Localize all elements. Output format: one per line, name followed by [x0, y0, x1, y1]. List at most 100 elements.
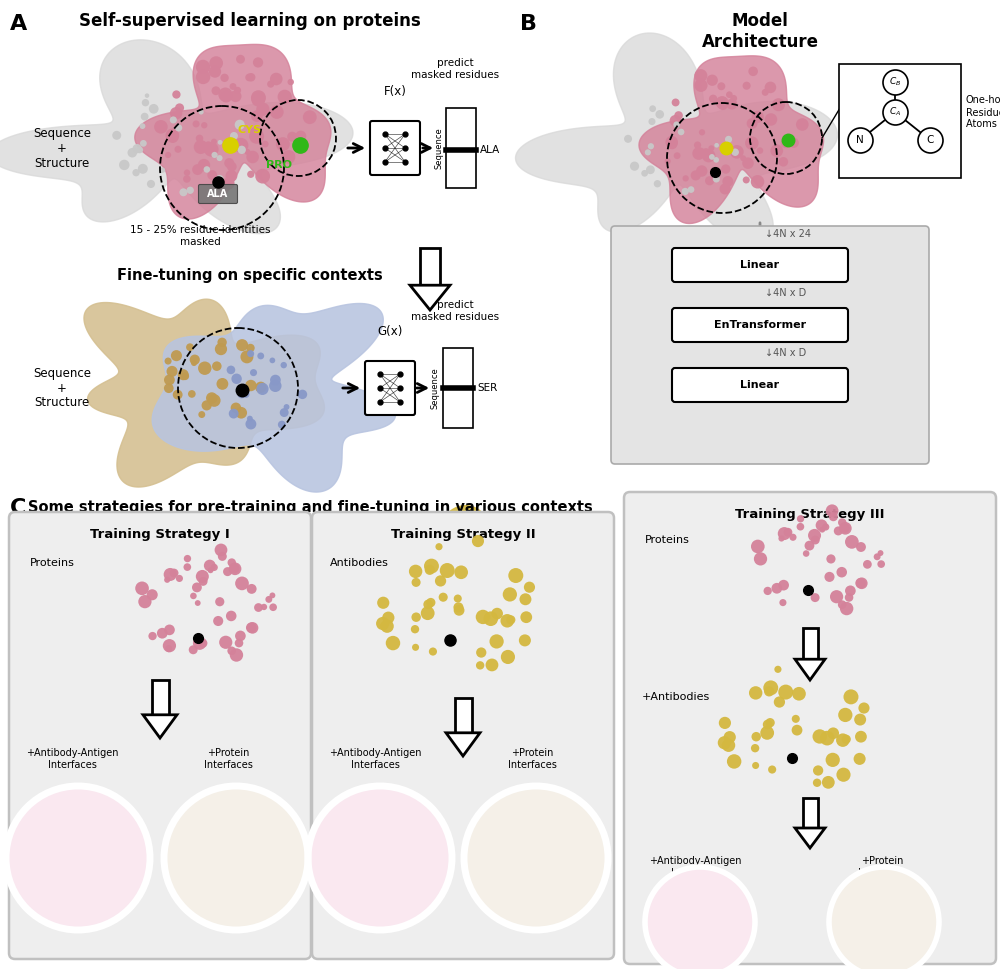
Point	[829, 589, 845, 605]
Bar	[152, 680, 168, 715]
FancyBboxPatch shape	[624, 492, 996, 964]
Point	[240, 144, 256, 160]
Point	[76, 844, 92, 860]
Text: +Protein
Interfaces: +Protein Interfaces	[858, 856, 906, 878]
Point	[839, 601, 855, 616]
FancyBboxPatch shape	[312, 512, 614, 959]
Point	[220, 564, 236, 579]
Point	[146, 101, 162, 116]
Point	[493, 834, 509, 850]
Point	[435, 589, 451, 605]
Point	[76, 832, 92, 848]
Point	[879, 926, 895, 942]
Text: +Antibody-Antigen
Interfaces: +Antibody-Antigen Interfaces	[26, 748, 118, 769]
Point	[179, 172, 195, 187]
Text: Sequence
+
Structure: Sequence + Structure	[33, 127, 91, 170]
Point	[536, 846, 552, 861]
Point	[408, 575, 424, 590]
Point	[129, 141, 145, 156]
Point	[233, 860, 249, 875]
Text: ↓4N x D: ↓4N x D	[765, 348, 806, 358]
Point	[255, 169, 271, 184]
Point	[275, 137, 291, 152]
Point	[244, 581, 260, 597]
Point	[280, 149, 296, 165]
Point	[770, 97, 786, 112]
Point	[523, 866, 539, 882]
Point	[825, 726, 841, 741]
Bar	[802, 628, 818, 659]
Point	[643, 139, 659, 154]
Point	[690, 138, 706, 153]
Point	[539, 885, 555, 900]
Polygon shape	[351, 506, 580, 710]
Point	[210, 613, 226, 629]
Point	[791, 686, 807, 702]
Point	[277, 89, 293, 105]
Point	[837, 520, 853, 536]
Point	[153, 119, 169, 135]
Point	[214, 847, 230, 862]
Point	[236, 380, 252, 395]
Point	[196, 157, 212, 172]
Text: $C_A$: $C_A$	[889, 106, 901, 118]
Point	[375, 615, 391, 631]
Point	[716, 927, 732, 943]
Point	[374, 871, 390, 887]
Point	[694, 163, 710, 178]
Point	[231, 636, 247, 651]
Point	[293, 128, 309, 143]
Point	[668, 917, 684, 932]
Point	[77, 833, 93, 849]
Point	[517, 633, 533, 648]
Point	[523, 860, 539, 876]
Point	[284, 129, 300, 144]
Point	[248, 125, 264, 141]
Point	[199, 846, 215, 861]
Point	[663, 913, 679, 928]
Point	[724, 96, 740, 111]
Point	[267, 372, 283, 388]
Point	[190, 595, 206, 610]
Point	[511, 833, 527, 849]
Point	[268, 72, 284, 87]
Point	[302, 109, 318, 125]
Text: Model
Architecture: Model Architecture	[702, 12, 818, 50]
Point	[213, 543, 229, 558]
Point	[450, 600, 466, 615]
Point	[194, 569, 210, 584]
Text: Linear: Linear	[740, 380, 780, 390]
Point	[223, 609, 239, 624]
Point	[762, 79, 778, 95]
Point	[507, 848, 523, 863]
Point	[230, 888, 246, 903]
Circle shape	[164, 786, 308, 930]
Point	[385, 636, 401, 651]
Point	[243, 70, 259, 85]
Point	[679, 909, 695, 924]
Point	[439, 563, 455, 578]
Bar	[420, 248, 440, 285]
Point	[841, 590, 857, 606]
Point	[242, 411, 258, 426]
Text: Proteins: Proteins	[30, 558, 75, 568]
Text: 15 - 25% residue identities
masked: 15 - 25% residue identities masked	[130, 225, 270, 246]
Point	[823, 551, 839, 567]
Point	[168, 348, 184, 363]
Point	[226, 128, 242, 143]
Point	[93, 862, 109, 878]
Point	[189, 579, 205, 595]
Point	[88, 849, 104, 864]
Point	[233, 138, 249, 153]
Point	[212, 849, 228, 864]
Point	[245, 149, 261, 165]
Text: Sequence: Sequence	[431, 367, 440, 409]
Point	[690, 919, 706, 934]
Polygon shape	[516, 33, 837, 245]
FancyBboxPatch shape	[839, 64, 961, 178]
Point	[824, 503, 840, 518]
Point	[423, 558, 439, 574]
Point	[512, 854, 528, 869]
Point	[668, 922, 684, 937]
Point	[562, 856, 578, 871]
